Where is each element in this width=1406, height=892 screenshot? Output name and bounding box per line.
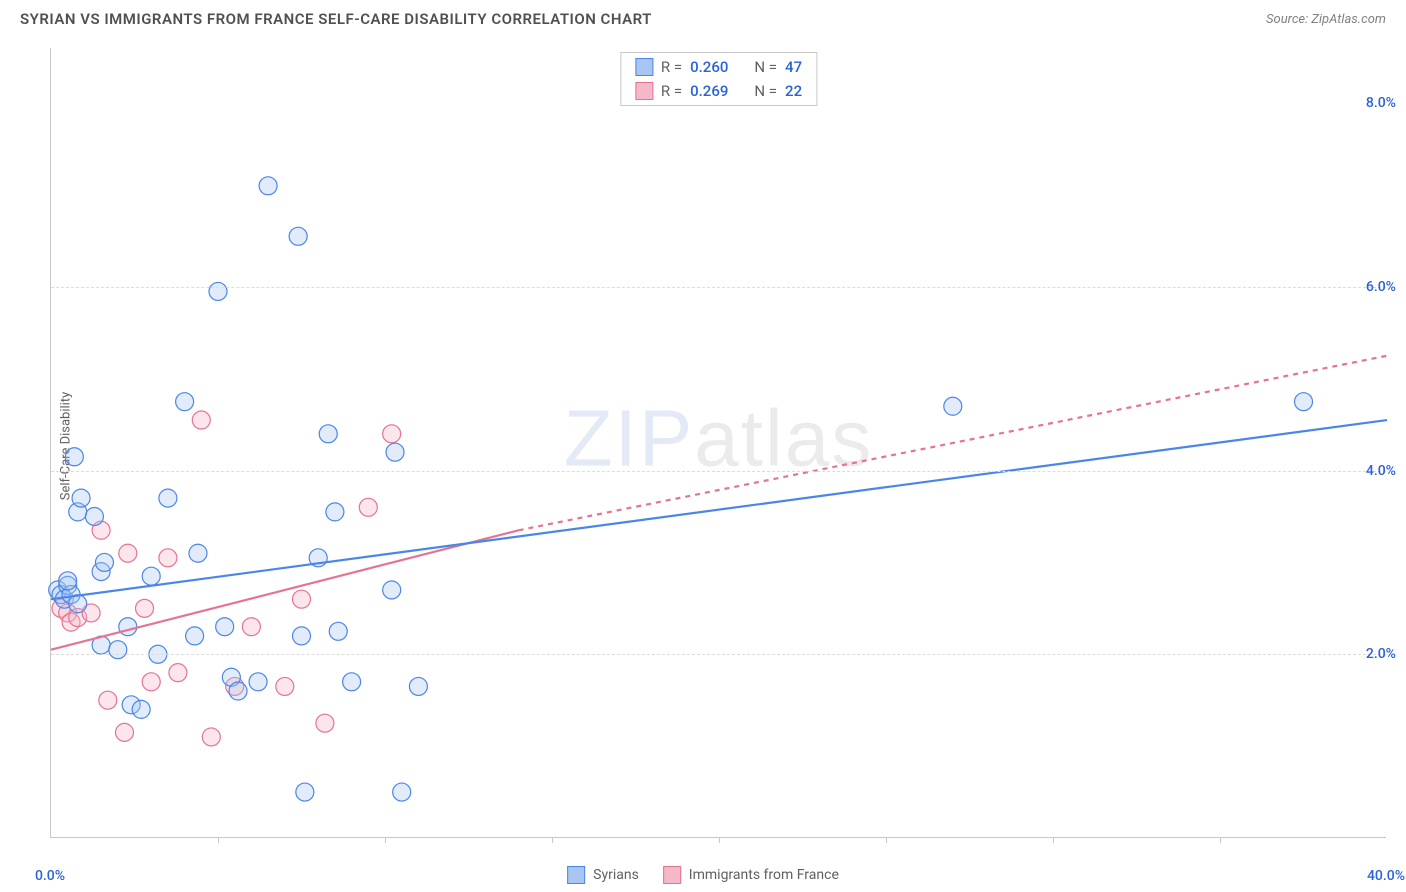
- x-tick: [1220, 837, 1221, 843]
- legend-series: Syrians Immigrants from France: [567, 866, 839, 884]
- y-tick-label: 4.0%: [1366, 463, 1396, 479]
- legend-correlation-box: R = 0.260 N = 47 R = 0.269 N = 22: [620, 52, 817, 106]
- x-tick: [385, 837, 386, 843]
- gridline: [51, 654, 1386, 655]
- scatter-svg: [51, 48, 1386, 837]
- n-label: N =: [754, 82, 777, 100]
- y-tick-label: 2.0%: [1366, 646, 1396, 662]
- legend-item-syrians: Syrians: [567, 866, 639, 884]
- n-value-syrians: 47: [785, 58, 802, 76]
- legend-swatch-syrians: [635, 58, 653, 76]
- r-value-france: 0.269: [690, 82, 728, 100]
- r-value-syrians: 0.260: [690, 58, 728, 76]
- legend-label-syrians: Syrians: [593, 867, 639, 883]
- legend-swatch-france-b: [663, 866, 681, 884]
- n-value-france: 22: [785, 82, 802, 100]
- y-tick-label: 6.0%: [1366, 279, 1396, 295]
- chart-title: SYRIAN VS IMMIGRANTS FROM FRANCE SELF-CA…: [20, 10, 652, 28]
- gridline: [51, 287, 1386, 288]
- legend-row-france: R = 0.269 N = 22: [621, 79, 816, 103]
- r-label: R =: [661, 58, 682, 76]
- x-tick: [719, 837, 720, 843]
- x-axis-label: 0.0%: [35, 868, 65, 884]
- legend-label-france: Immigrants from France: [689, 867, 839, 883]
- source-label: Source: ZipAtlas.com: [1266, 12, 1386, 27]
- legend-row-syrians: R = 0.260 N = 47: [621, 55, 816, 79]
- y-tick-label: 8.0%: [1366, 95, 1396, 111]
- r-label: R =: [661, 82, 682, 100]
- n-label: N =: [754, 58, 777, 76]
- x-tick: [218, 837, 219, 843]
- legend-swatch-syrians-b: [567, 866, 585, 884]
- x-tick: [1053, 837, 1054, 843]
- x-tick: [552, 837, 553, 843]
- gridline: [51, 471, 1386, 472]
- x-tick: [886, 837, 887, 843]
- x-axis-label: 40.0%: [1367, 868, 1405, 884]
- legend-swatch-france: [635, 82, 653, 100]
- legend-item-france: Immigrants from France: [663, 866, 839, 884]
- chart-plot-area: ZIPatlas R = 0.260 N = 47 R = 0.269 N = …: [50, 48, 1386, 838]
